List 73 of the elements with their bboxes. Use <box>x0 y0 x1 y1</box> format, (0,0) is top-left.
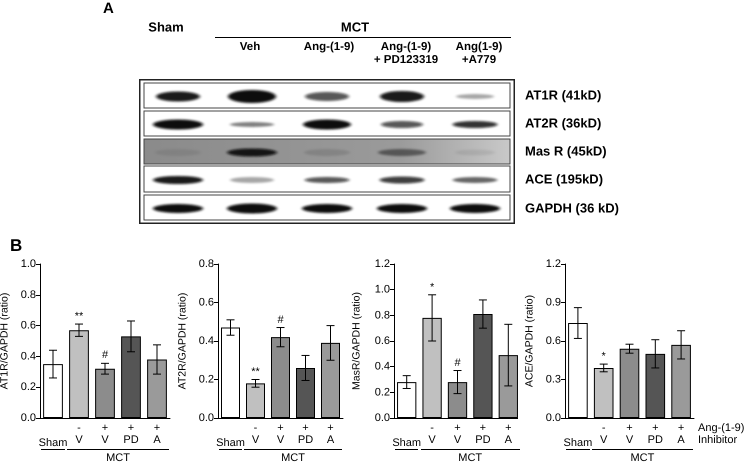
y-tick-label: 0.4 <box>20 350 36 362</box>
x-tick-label: Sham <box>38 437 68 449</box>
text: MCT <box>106 452 130 464</box>
x-tick-label: Sham <box>392 437 422 449</box>
y-tick-label: 0.8 <box>374 309 390 322</box>
x-tick-label: + PD <box>123 422 139 446</box>
x-tick-label: - V <box>252 422 260 446</box>
text: MCT <box>340 20 370 36</box>
annotation: # <box>454 357 462 370</box>
y-tick-label: 0.9 <box>546 296 561 308</box>
y-tick-label: 1.2 <box>546 258 561 270</box>
x-tick-label: + PD <box>475 422 491 446</box>
text: MCT <box>458 452 482 464</box>
x-tick-label: + V <box>454 422 462 446</box>
y-tick-label: 0.0 <box>20 412 36 424</box>
text: MCT <box>630 452 655 464</box>
text: ACE (195kD) <box>525 172 604 188</box>
y-axis-title: ACE/GAPDH (ratio) <box>523 294 536 388</box>
y-tick-label: 0.0 <box>374 412 390 424</box>
text: AT2R (36kD) <box>525 116 602 132</box>
annotation: # <box>102 349 109 362</box>
y-tick-label: 0.6 <box>374 335 390 347</box>
y-tick-label: 1.0 <box>374 284 390 296</box>
x-tick-label: + A <box>326 422 335 446</box>
x-tick-label: + V <box>101 422 110 446</box>
x-tick-label: + A <box>504 422 513 446</box>
x-tick-label: + PD <box>648 422 663 446</box>
annotation: * <box>430 281 435 294</box>
y-axis-title: AT2R/GAPDH (ratio) <box>176 292 188 390</box>
text: Ang(1-9) +A779 <box>456 41 502 68</box>
y-tick-label: 1.2 <box>374 258 390 270</box>
y-axis-title: AT1R/GAPDH (ratio) <box>0 292 10 390</box>
y-tick-label: 1.0 <box>20 258 36 270</box>
x-tick-label: + V <box>626 422 634 446</box>
text: Veh <box>240 41 260 54</box>
y-tick-label: 0.6 <box>20 320 36 332</box>
text: Sham <box>148 20 184 36</box>
text: Ang-(1-9) <box>304 41 354 54</box>
annotation: ** <box>74 310 84 323</box>
text: Inhibitor <box>698 434 738 446</box>
y-tick-label: 0.3 <box>546 374 561 386</box>
annotation: # <box>277 314 284 326</box>
text: Ang-(1-9) + PD123319 <box>374 41 438 68</box>
annotation: * <box>602 350 607 363</box>
y-axis-title: MasR/GAPDH (ratio) <box>350 292 362 390</box>
text: GAPDH (36 kD) <box>525 200 619 216</box>
text: Ang-(1-9) <box>698 422 744 434</box>
y-tick-label: 0.2 <box>20 381 36 394</box>
x-tick-label: - V <box>75 422 84 446</box>
x-tick-label: + A <box>153 422 162 446</box>
y-tick-label: 0.4 <box>374 360 390 373</box>
x-tick-label: + A <box>677 422 686 446</box>
y-tick-label: 0.6 <box>198 296 214 308</box>
text: MCT <box>281 452 306 464</box>
text: A <box>103 0 114 18</box>
y-tick-label: 0.4 <box>198 335 214 347</box>
annotation: ** <box>251 366 260 378</box>
x-tick-label: + PD <box>298 422 314 446</box>
x-tick-label: - V <box>428 422 436 446</box>
chart-title: B <box>10 236 22 255</box>
y-tick-label: 0.8 <box>198 258 214 270</box>
text: Mas R (45kD) <box>525 144 607 160</box>
text: AT1R (41kD) <box>525 88 602 104</box>
y-tick-label: 0.6 <box>546 335 561 347</box>
x-tick-label: Sham <box>564 437 592 449</box>
y-tick-label: 0.0 <box>546 412 561 424</box>
y-tick-label: 0.0 <box>198 412 214 424</box>
y-tick-label: 0.2 <box>374 386 390 398</box>
x-tick-label: Sham <box>216 437 245 449</box>
x-tick-label: + V <box>276 422 285 446</box>
y-tick-label: 0.2 <box>198 374 214 386</box>
y-tick-label: 0.8 <box>20 288 36 301</box>
x-tick-label: - V <box>600 422 608 446</box>
